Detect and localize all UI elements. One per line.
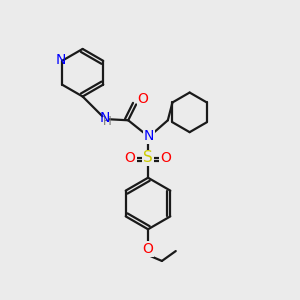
Bar	[123, 152, 137, 164]
Text: O: O	[125, 151, 136, 165]
Text: O: O	[160, 151, 171, 165]
Text: O: O	[138, 92, 148, 106]
Text: O: O	[142, 242, 154, 256]
Bar	[142, 152, 154, 164]
Text: N: N	[144, 129, 154, 143]
Text: N: N	[56, 53, 66, 67]
Bar	[142, 243, 154, 255]
Text: N: N	[99, 111, 110, 125]
Text: H: H	[103, 115, 112, 128]
Bar	[159, 152, 173, 164]
Text: S: S	[143, 150, 153, 165]
